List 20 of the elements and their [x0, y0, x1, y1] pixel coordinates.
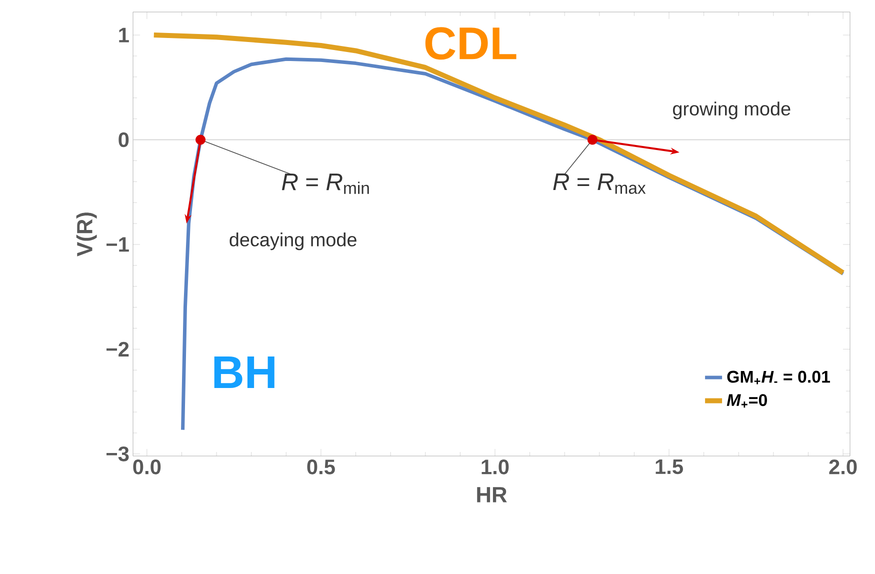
y-axis-title: V(R): [76, 212, 97, 256]
annotation: growing mode: [673, 102, 790, 120]
x-tick-label: 0.0: [133, 460, 161, 474]
y-tick-label: 1: [119, 28, 129, 42]
annotation: BH: [214, 356, 274, 388]
annotation: decaying mode: [230, 232, 356, 250]
x-tick-label: 1.5: [656, 460, 683, 474]
legend-label: M$_{+}$=0: [726, 394, 767, 408]
x-tick-label: 1.0: [482, 460, 509, 474]
y-tick-label: −2: [106, 342, 129, 356]
annotation: CDL: [425, 27, 516, 60]
y-tick-label: −3: [106, 446, 129, 462]
annotation: R = R$_{min}$: [282, 174, 369, 194]
y-tick-label: −1: [106, 237, 129, 252]
legend-label: GM$_{+}$H$_{-}$ = 0.01: [727, 370, 830, 384]
x-axis-title: HR: [477, 487, 507, 502]
y-tick-label: 0: [118, 132, 129, 148]
x-tick-label: 2.0: [829, 460, 857, 474]
annotation: R = R$_{max}$: [553, 174, 646, 194]
x-tick-label: 0.5: [307, 460, 335, 474]
